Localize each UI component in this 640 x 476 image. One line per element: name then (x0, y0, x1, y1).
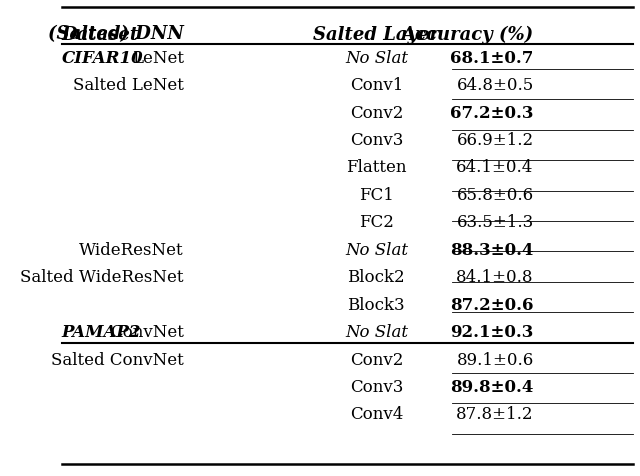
Text: 67.2±0.3: 67.2±0.3 (450, 105, 534, 121)
Text: No Slat: No Slat (345, 324, 408, 341)
Text: Flatten: Flatten (346, 159, 406, 177)
Text: Salted Layer: Salted Layer (314, 26, 439, 43)
Text: LeNet: LeNet (132, 50, 184, 67)
Text: ConvNet: ConvNet (110, 324, 184, 341)
Text: Conv3: Conv3 (349, 132, 403, 149)
Text: Conv2: Conv2 (349, 105, 403, 121)
Text: Conv4: Conv4 (349, 407, 403, 424)
Text: WideResNet: WideResNet (79, 242, 184, 259)
Text: 65.8±0.6: 65.8±0.6 (456, 187, 534, 204)
Text: Accuracy (%): Accuracy (%) (401, 25, 534, 44)
Text: Salted ConvNet: Salted ConvNet (51, 352, 184, 368)
Text: 88.3±0.4: 88.3±0.4 (450, 242, 534, 259)
Text: Block2: Block2 (348, 269, 405, 286)
Text: Conv1: Conv1 (349, 77, 403, 94)
Text: Conv2: Conv2 (349, 352, 403, 368)
Text: PAMAP2: PAMAP2 (61, 324, 141, 341)
Text: 89.1±0.6: 89.1±0.6 (456, 352, 534, 368)
Text: (Salted) DNN: (Salted) DNN (48, 26, 184, 43)
Text: FC2: FC2 (359, 214, 394, 231)
Text: 87.2±0.6: 87.2±0.6 (450, 297, 534, 314)
Text: Salted LeNet: Salted LeNet (73, 77, 184, 94)
Text: No Slat: No Slat (345, 242, 408, 259)
Text: 64.8±0.5: 64.8±0.5 (456, 77, 534, 94)
Text: Dataset: Dataset (61, 26, 139, 43)
Text: 64.1±0.4: 64.1±0.4 (456, 159, 534, 177)
Text: 63.5±1.3: 63.5±1.3 (456, 214, 534, 231)
Text: Conv3: Conv3 (349, 379, 403, 396)
Text: Block3: Block3 (348, 297, 405, 314)
Text: 89.8±0.4: 89.8±0.4 (451, 379, 534, 396)
Text: 92.1±0.3: 92.1±0.3 (451, 324, 534, 341)
Text: 66.9±1.2: 66.9±1.2 (456, 132, 534, 149)
Text: Salted WideResNet: Salted WideResNet (20, 269, 184, 286)
Text: CIFAR10: CIFAR10 (61, 50, 143, 67)
Text: 84.1±0.8: 84.1±0.8 (456, 269, 534, 286)
Text: 87.8±1.2: 87.8±1.2 (456, 407, 534, 424)
Text: FC1: FC1 (359, 187, 394, 204)
Text: No Slat: No Slat (345, 50, 408, 67)
Text: 68.1±0.7: 68.1±0.7 (451, 50, 534, 67)
